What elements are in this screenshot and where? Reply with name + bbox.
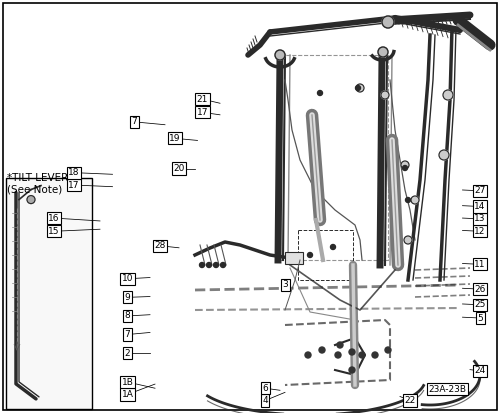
Circle shape (349, 349, 355, 355)
Text: 10: 10 (122, 274, 133, 283)
Text: 27: 27 (474, 186, 486, 195)
Circle shape (385, 347, 391, 353)
Text: 6: 6 (262, 384, 268, 393)
Text: 20: 20 (174, 164, 184, 173)
Text: 11: 11 (474, 260, 486, 269)
Circle shape (382, 16, 394, 28)
Circle shape (356, 84, 364, 92)
Text: 2: 2 (124, 349, 130, 358)
Text: 15: 15 (48, 227, 60, 236)
Text: 23A-23B: 23A-23B (428, 385, 467, 394)
Bar (285, 252, 303, 264)
Bar (6, 178, 91, 409)
Circle shape (406, 197, 410, 202)
Circle shape (319, 347, 325, 353)
Circle shape (378, 47, 388, 57)
Circle shape (381, 91, 389, 99)
Circle shape (200, 263, 204, 268)
Circle shape (337, 342, 343, 348)
Text: 12: 12 (474, 227, 486, 236)
Circle shape (356, 85, 360, 90)
Text: 19: 19 (169, 134, 181, 143)
Text: 5: 5 (477, 313, 483, 323)
Text: 18: 18 (68, 168, 80, 177)
Circle shape (404, 236, 412, 244)
Circle shape (330, 244, 336, 249)
Circle shape (220, 263, 226, 268)
Circle shape (439, 150, 449, 160)
Circle shape (275, 50, 285, 60)
Circle shape (349, 367, 355, 373)
Circle shape (443, 90, 453, 100)
Text: 13: 13 (474, 214, 486, 223)
Text: 3: 3 (282, 280, 288, 290)
Text: 7: 7 (131, 117, 137, 126)
Text: 9: 9 (124, 293, 130, 302)
Circle shape (27, 196, 35, 204)
Circle shape (305, 352, 311, 358)
Circle shape (214, 263, 218, 268)
Text: 7: 7 (124, 330, 130, 339)
Circle shape (372, 352, 378, 358)
Circle shape (335, 352, 341, 358)
Text: 1A: 1A (122, 390, 134, 399)
Circle shape (401, 161, 409, 169)
Text: *TILT LEVER
(See Note): *TILT LEVER (See Note) (7, 173, 68, 194)
Text: 21: 21 (197, 95, 208, 104)
Text: 4: 4 (262, 396, 268, 405)
Text: 16: 16 (48, 214, 60, 223)
Text: 28: 28 (154, 241, 166, 250)
Circle shape (359, 352, 365, 358)
Circle shape (206, 263, 212, 268)
Circle shape (318, 90, 322, 95)
Text: 14: 14 (474, 202, 486, 211)
Text: 24: 24 (474, 366, 486, 375)
Circle shape (411, 196, 419, 204)
Text: 17: 17 (68, 180, 80, 190)
Circle shape (402, 166, 407, 171)
Text: 26: 26 (474, 285, 486, 294)
Circle shape (308, 252, 312, 257)
Text: 8: 8 (124, 311, 130, 320)
Text: 25: 25 (474, 300, 486, 309)
Text: 17: 17 (197, 108, 208, 117)
Text: 22: 22 (404, 396, 415, 405)
Text: 1B: 1B (122, 377, 134, 387)
Bar (298, 230, 353, 280)
